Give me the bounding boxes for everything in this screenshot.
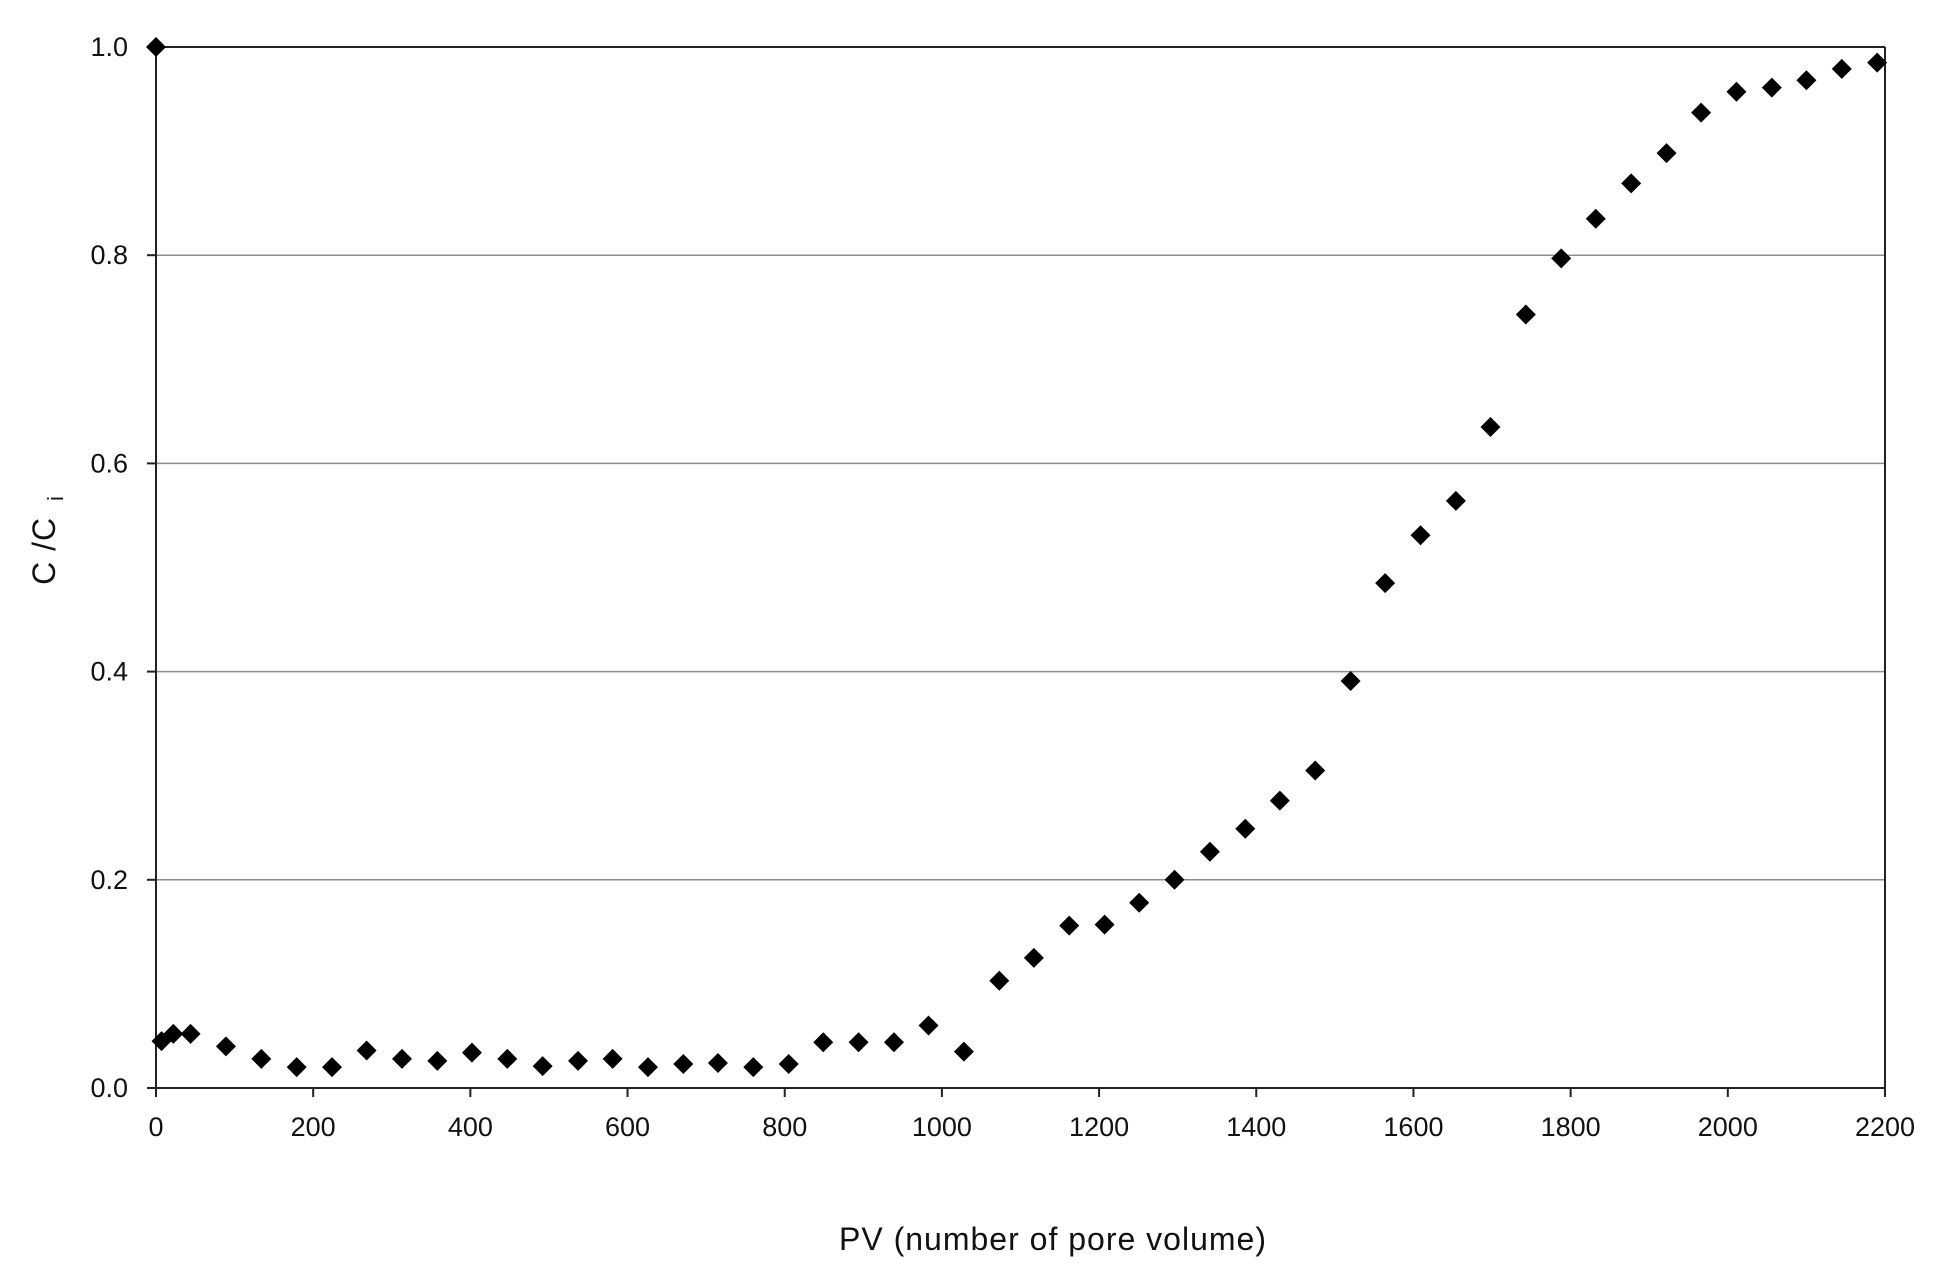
data-point xyxy=(391,1048,412,1069)
data-point xyxy=(1796,70,1817,91)
data-point xyxy=(356,1040,377,1061)
data-point xyxy=(461,1042,482,1063)
data-point xyxy=(848,1032,869,1053)
data-point xyxy=(1023,947,1044,968)
x-tick-label: 2200 xyxy=(1855,1112,1915,1142)
y-tick-label: 1.0 xyxy=(90,32,128,62)
data-point xyxy=(1235,818,1256,839)
data-point xyxy=(1656,143,1677,164)
data-point xyxy=(146,37,166,57)
data-point xyxy=(1164,869,1185,890)
x-tick-label: 1000 xyxy=(912,1112,972,1142)
x-tick-label: 400 xyxy=(448,1112,493,1142)
data-point xyxy=(1761,77,1782,98)
data-point xyxy=(1867,52,1888,73)
data-point xyxy=(1445,490,1466,511)
x-tick-label: 200 xyxy=(291,1112,336,1142)
data-point xyxy=(286,1057,307,1078)
data-point xyxy=(637,1057,658,1078)
data-point xyxy=(883,1032,904,1053)
y-tick-label: 0.2 xyxy=(90,865,128,895)
y-axis-label: C /C i xyxy=(26,495,68,585)
data-point xyxy=(1129,892,1150,913)
data-point xyxy=(1410,525,1431,546)
data-point xyxy=(497,1048,518,1069)
x-axis-label: PV (number of pore volume) xyxy=(839,1221,1267,1257)
x-tick-label: 1400 xyxy=(1226,1112,1286,1142)
data-point xyxy=(1480,416,1501,437)
x-tick-label: 1200 xyxy=(1069,1112,1129,1142)
data-point xyxy=(602,1048,623,1069)
data-point xyxy=(1375,573,1396,594)
data-point xyxy=(1831,58,1852,79)
data-point xyxy=(918,1015,939,1036)
data-point xyxy=(1551,248,1572,269)
data-point xyxy=(163,1023,184,1044)
x-tick-label: 2000 xyxy=(1698,1112,1758,1142)
data-point xyxy=(1585,208,1606,229)
data-point xyxy=(532,1056,553,1077)
y-axis-label-main: C /C xyxy=(26,517,62,585)
y-tick-label: 0.4 xyxy=(90,657,128,687)
x-tick-label: 1600 xyxy=(1383,1112,1443,1142)
tick-labels: 0 200 400 600 800 1000 1200 1400 1600 1800 2000 220… xyxy=(90,32,1915,1142)
data-point xyxy=(322,1057,343,1078)
y-tick-label: 0.8 xyxy=(90,240,128,270)
x-tick-label: 1800 xyxy=(1541,1112,1601,1142)
y-tick-label: 0.6 xyxy=(90,448,128,478)
data-point xyxy=(180,1023,201,1044)
data-point xyxy=(778,1054,799,1075)
x-tick-label: 600 xyxy=(605,1112,650,1142)
data-point xyxy=(707,1053,728,1074)
data-point xyxy=(1199,841,1220,862)
data-points xyxy=(146,37,1888,1078)
x-tick-label: 0 xyxy=(148,1112,163,1142)
data-point xyxy=(1691,102,1712,123)
data-point xyxy=(673,1054,694,1075)
data-point xyxy=(427,1050,448,1071)
data-point xyxy=(1621,173,1642,194)
data-point xyxy=(1515,304,1536,325)
data-point xyxy=(1269,790,1290,811)
data-point xyxy=(989,970,1010,991)
data-point xyxy=(1059,915,1080,936)
data-point xyxy=(1094,914,1115,935)
y-tick-label: 0.0 xyxy=(90,1073,128,1103)
data-point xyxy=(1726,81,1747,102)
data-point xyxy=(215,1036,236,1057)
data-point xyxy=(568,1050,589,1071)
gridlines xyxy=(156,46,1885,881)
y-axis-label-subscript: i xyxy=(43,495,68,501)
data-point xyxy=(813,1032,834,1053)
data-point xyxy=(1305,760,1326,781)
x-tick-label: 800 xyxy=(762,1112,807,1142)
axes xyxy=(147,46,1886,1097)
data-point xyxy=(743,1057,764,1078)
data-point xyxy=(251,1048,272,1069)
data-point xyxy=(1340,670,1361,691)
data-point xyxy=(953,1041,974,1062)
